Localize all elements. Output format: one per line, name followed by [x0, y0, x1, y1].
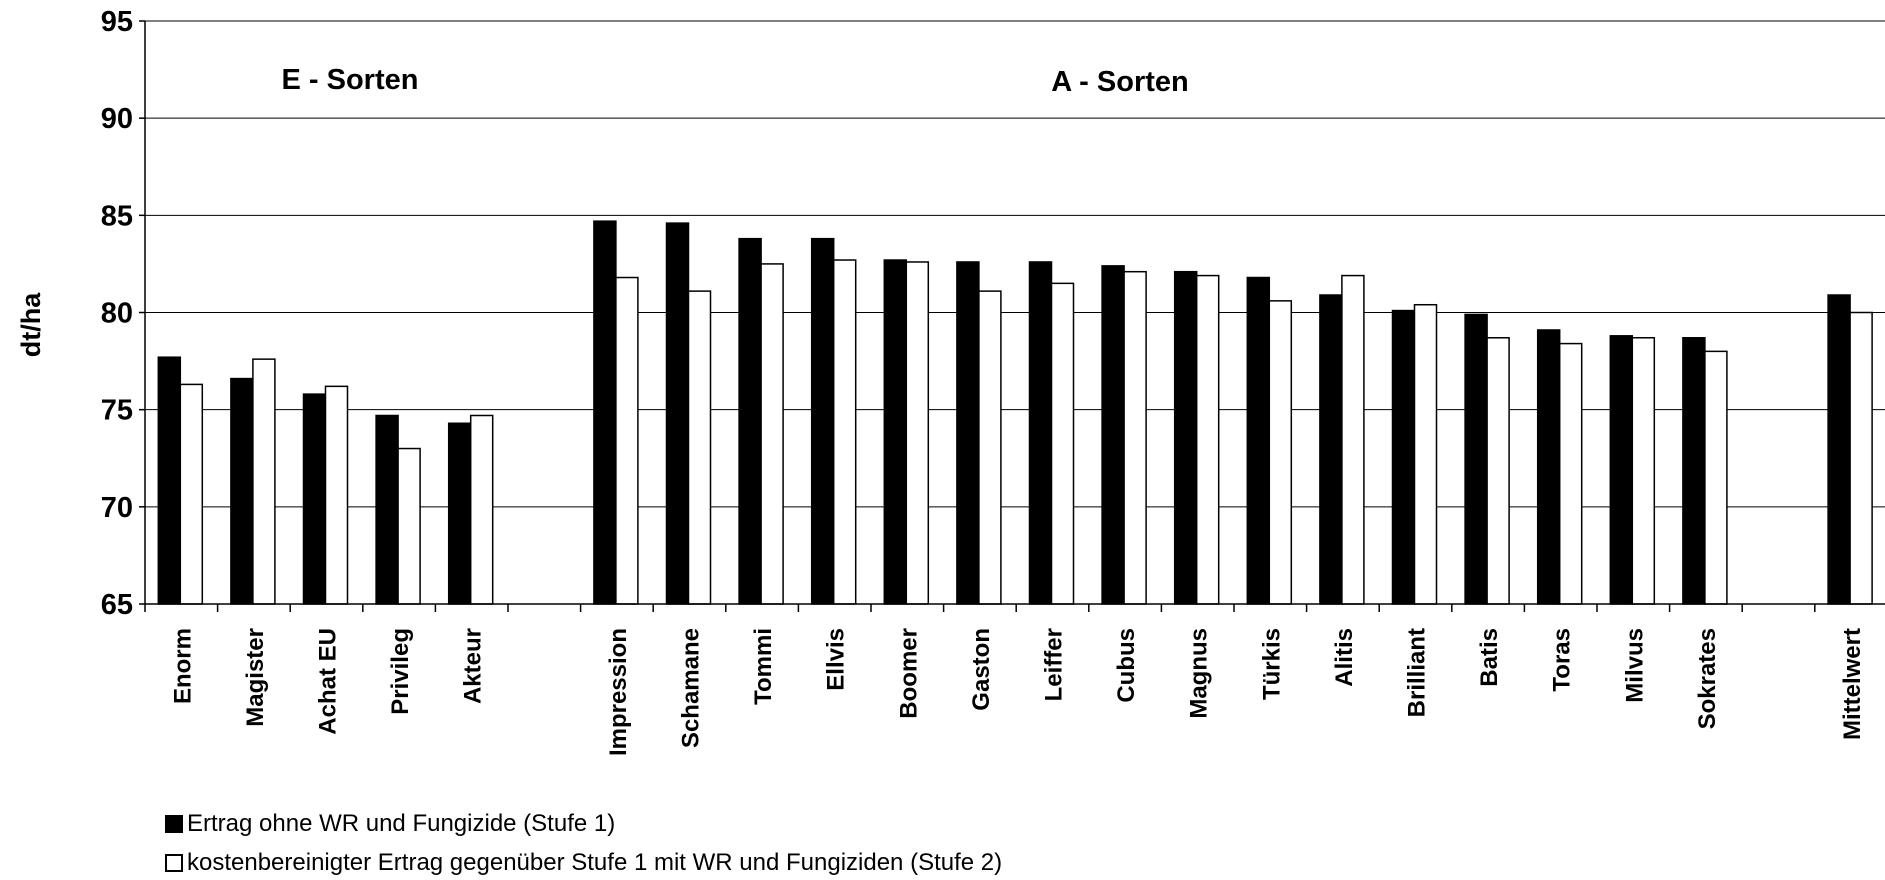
bar-magnus-series-1 — [1173, 270, 1198, 605]
y-tick-label-90: 90 — [101, 103, 133, 135]
bar-alitis-series-1 — [1319, 294, 1343, 605]
x-label-leiffer: Leiffer — [1041, 628, 1068, 701]
y-tick-label-95: 95 — [101, 6, 133, 38]
axes — [139, 20, 1885, 612]
bar-ellvis-series-1 — [810, 237, 835, 605]
x-label-milvus: Milvus — [1621, 628, 1648, 703]
gridlines — [145, 20, 1885, 508]
x-label-sokrates: Sokrates — [1694, 628, 1721, 729]
bar-privileg-series-2 — [397, 447, 421, 605]
legend-swatch-white — [165, 854, 183, 872]
bar-gaston-series-2 — [978, 290, 1002, 605]
legend-item-stufe-2: kostenbereinigter Ertrag gegenüber Stufe… — [165, 849, 1002, 877]
x-label-toras: Toras — [1549, 628, 1576, 692]
bar-toras-series-2 — [1558, 342, 1583, 605]
y-axis-label: dt/ha — [16, 292, 46, 357]
bar-schamane-series-2 — [687, 290, 712, 605]
bar-milvus-series-1 — [1609, 335, 1634, 605]
bar-achat-eu-series-1 — [302, 393, 327, 605]
x-label-schamane: Schamane — [678, 628, 705, 748]
legend-item-stufe-1: Ertrag ohne WR und Fungizide (Stufe 1) — [165, 810, 615, 838]
bar-magister-series-2 — [252, 358, 276, 605]
y-tick-label-70: 70 — [101, 492, 133, 524]
bar-tommi-series-2 — [760, 263, 784, 605]
bar-milvus-series-2 — [1631, 337, 1656, 605]
bars — [157, 220, 1873, 605]
x-label-cubus: Cubus — [1113, 628, 1140, 703]
x-label-gaston: Gaston — [968, 628, 995, 711]
bar-brilliant-series-1 — [1391, 309, 1416, 605]
bar-magnus-series-2 — [1195, 274, 1220, 605]
bar-boomer-series-1 — [883, 259, 908, 605]
bar-magister-series-1 — [230, 377, 254, 605]
group-label-a-sorten: A - Sorten — [1051, 66, 1188, 98]
x-label-magnus: Magnus — [1186, 628, 1213, 719]
x-label-ellvis: Ellvis — [823, 628, 850, 691]
bar-cubus-series-2 — [1123, 270, 1147, 605]
bar-cubus-series-1 — [1101, 265, 1125, 605]
y-tick-label-85: 85 — [101, 200, 133, 232]
y-tick-label-80: 80 — [101, 298, 133, 330]
bar-t-rkis-series-2 — [1268, 300, 1293, 605]
bar-batis-series-2 — [1486, 337, 1510, 605]
x-label-boomer: Boomer — [895, 628, 922, 719]
bar-brilliant-series-2 — [1413, 303, 1438, 605]
bar-akteur-series-2 — [469, 414, 494, 605]
bar-sokrates-series-2 — [1704, 350, 1728, 605]
bar-impression-series-2 — [615, 276, 639, 605]
bar-boomer-series-2 — [905, 261, 930, 605]
bar-leiffer-series-1 — [1028, 261, 1053, 605]
x-category-labels: Enorm Magister Achat EU Privileg Akteur Impre… — [169, 628, 1866, 756]
bar-sokrates-series-1 — [1682, 337, 1706, 605]
x-label-privileg: Privileg — [387, 628, 414, 715]
bar-gaston-series-1 — [956, 261, 980, 605]
bar-leiffer-series-2 — [1050, 282, 1075, 605]
bar-mittelwert-series-2 — [1849, 311, 1873, 605]
x-label-akteur: Akteur — [460, 628, 487, 704]
x-label-impression: Impression — [605, 628, 632, 756]
x-label-brilliant: Brilliant — [1404, 628, 1431, 717]
legend-label-stufe-2: kostenbereinigter Ertrag gegenüber Stufe… — [187, 849, 1003, 876]
bar-mittelwert-series-1 — [1827, 294, 1851, 605]
bar-enorm-series-1 — [157, 356, 182, 605]
bar-enorm-series-2 — [179, 383, 204, 605]
x-label-batis: Batis — [1476, 628, 1503, 687]
bar-privileg-series-1 — [375, 414, 399, 605]
bar-akteur-series-1 — [447, 422, 472, 605]
bar-schamane-series-1 — [665, 222, 690, 605]
x-label-t-rkis: Türkis — [1258, 628, 1285, 700]
x-label-achat-eu: Achat EU — [315, 628, 342, 735]
bar-ellvis-series-2 — [832, 259, 857, 605]
x-label-enorm: Enorm — [169, 628, 196, 704]
bar-toras-series-1 — [1536, 329, 1561, 605]
x-label-magister: Magister — [242, 628, 269, 727]
bar-impression-series-1 — [593, 220, 617, 605]
bar-alitis-series-2 — [1341, 274, 1365, 605]
bar-batis-series-1 — [1464, 313, 1488, 605]
legend-swatch-black — [165, 815, 183, 833]
group-label-e-sorten: E - Sorten — [282, 64, 419, 96]
y-tick-labels: 65 70 75 80 85 90 95 — [101, 6, 133, 621]
bar-achat-eu-series-2 — [324, 385, 349, 605]
x-label-mittelwert: Mittelwert — [1839, 628, 1866, 740]
y-tick-label-65: 65 — [101, 589, 133, 621]
y-tick-label-75: 75 — [101, 395, 133, 427]
bar-t-rkis-series-1 — [1246, 276, 1271, 605]
bar-tommi-series-1 — [738, 237, 762, 605]
x-label-tommi: Tommi — [750, 628, 777, 705]
x-label-alitis: Alitis — [1331, 628, 1358, 687]
legend-label-stufe-1: Ertrag ohne WR und Fungizide (Stufe 1) — [187, 810, 616, 837]
